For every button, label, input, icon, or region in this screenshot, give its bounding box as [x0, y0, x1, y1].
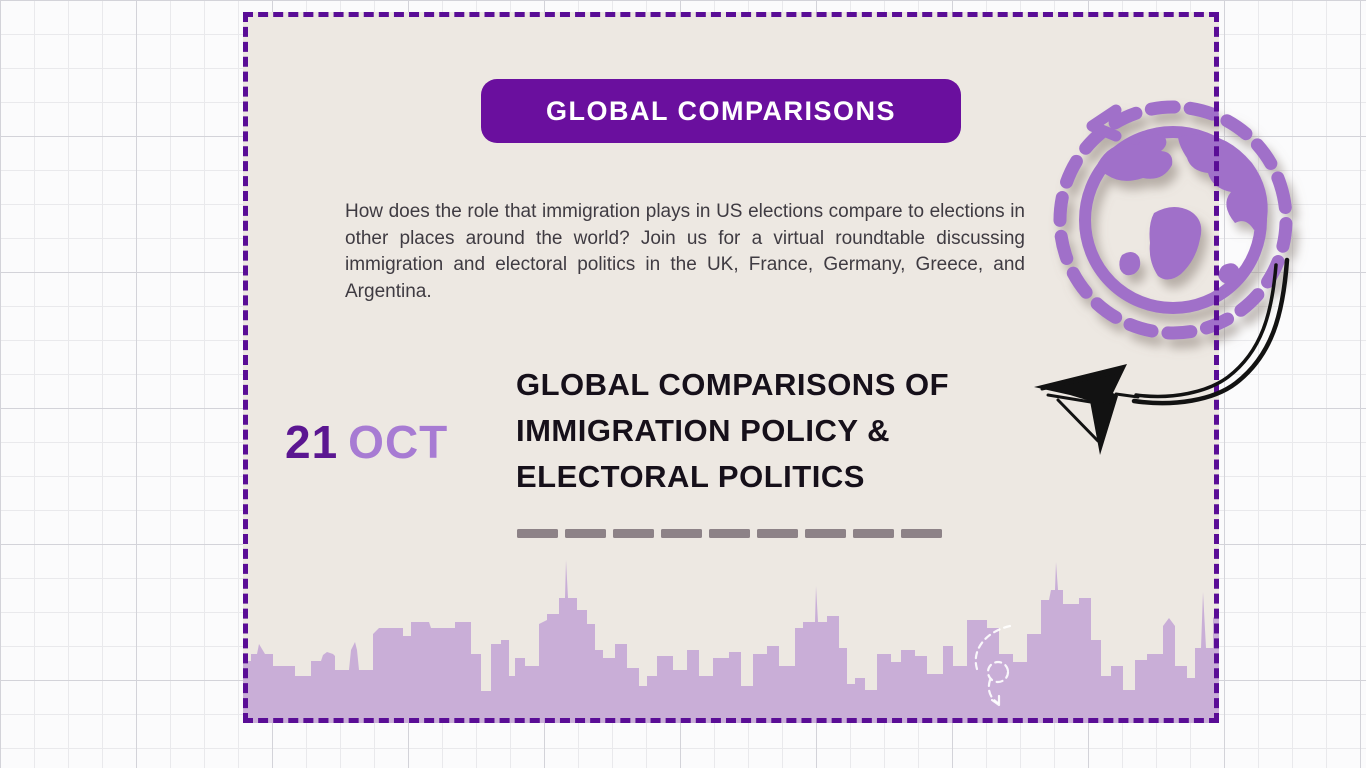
- event-date-day: 21: [285, 416, 339, 468]
- event-title-line-2: IMMIGRATION POLICY &: [516, 413, 890, 448]
- event-title: GLOBAL COMPARISONS OF IMMIGRATION POLICY…: [516, 362, 1036, 500]
- city-skyline-silhouette: [243, 558, 1219, 723]
- category-badge-label: GLOBAL COMPARISONS: [545, 95, 896, 126]
- city-skyline-icon: [243, 560, 1219, 723]
- event-date: 21 OCT: [285, 415, 448, 469]
- flyer-card: GLOBAL COMPARISONS How does the role tha…: [243, 12, 1219, 723]
- event-date-month: OCT: [348, 416, 449, 468]
- event-title-line-3: ELECTORAL POLITICS: [516, 459, 865, 494]
- event-title-line-1: GLOBAL COMPARISONS OF: [516, 367, 950, 402]
- dashed-swirl-icon: [948, 610, 1028, 715]
- event-description: How does the role that immigration plays…: [345, 201, 1025, 302]
- category-badge[interactable]: GLOBAL COMPARISONS: [481, 79, 961, 143]
- dashed-divider: [517, 529, 942, 538]
